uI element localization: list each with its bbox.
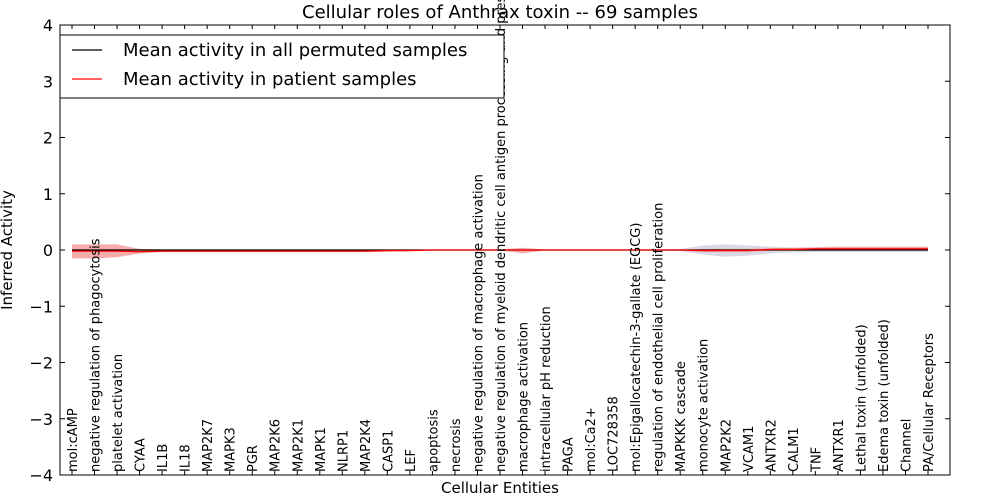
x-tick-label: CASP1 xyxy=(381,430,396,472)
x-tick-label: negative regulation of phagocytosis xyxy=(89,238,104,472)
x-tick-label: MAPK1 xyxy=(314,427,329,472)
x-tick-label: PA/Cellular Receptors xyxy=(922,333,937,472)
y-axis: −4 −3 −2 −1 0 1 2 3 4 xyxy=(29,16,950,485)
x-tick-label: PGR xyxy=(246,445,261,472)
series-lines xyxy=(72,248,928,253)
x-tick-label: LEF xyxy=(404,449,419,472)
x-tick-label: MAPKKK cascade xyxy=(674,361,689,472)
x-tick-label: MAPK3 xyxy=(224,427,239,472)
line-patient xyxy=(72,248,928,253)
x-tick-label: IL18 xyxy=(179,444,194,472)
x-tick-label: CYAA xyxy=(134,438,149,472)
x-tick-label: Channel xyxy=(899,419,914,472)
x-tick-label: mol:cAMP xyxy=(66,408,81,472)
x-tick-label: intracellular pH reduction xyxy=(539,306,554,472)
legend-frame xyxy=(59,34,505,99)
y-axis-label: Inferred Activity xyxy=(0,190,16,310)
x-tick-label: necrosis xyxy=(449,418,464,472)
y-tick-label: 4 xyxy=(43,16,53,35)
x-tick-label: macrophage activation xyxy=(517,322,532,472)
x-tick-label: Edema toxin (unfolded) xyxy=(877,319,892,472)
y-tick-label: 3 xyxy=(43,72,53,91)
y-tick-label: −1 xyxy=(29,297,53,316)
x-tick-label: monocyte activation xyxy=(697,339,712,472)
x-tick-label: LOC728358 xyxy=(607,396,622,472)
x-tick-label: MAP2K2 xyxy=(719,419,734,472)
y-tick-label: 0 xyxy=(43,241,53,260)
x-tick-label: IL1B xyxy=(156,444,171,472)
legend: Mean activity in all permuted samples Me… xyxy=(59,34,505,99)
y-tick-label: 2 xyxy=(43,129,53,148)
y-tick-label: −4 xyxy=(29,466,53,485)
x-tick-label: negative regulation of macrophage activa… xyxy=(471,174,486,472)
x-tick-label: platelet activation xyxy=(111,354,126,472)
x-tick-label: apoptosis xyxy=(426,409,441,472)
x-axis-label: Cellular Entities xyxy=(441,479,559,497)
chart-title: Cellular roles of Anthrax toxin -- 69 sa… xyxy=(302,2,698,23)
x-tick-label: mol:Epigallocatechin-3-gallate (EGCG) xyxy=(629,223,644,472)
y-tick-label: 1 xyxy=(43,185,53,204)
x-tick-label: Lethal toxin (unfolded) xyxy=(854,324,869,472)
x-tick-label: MAP2K7 xyxy=(201,419,216,472)
x-tick-label: PAGA xyxy=(562,437,577,472)
x-tick-label: MAP2K4 xyxy=(359,419,374,472)
x-tick-label: TNF xyxy=(809,447,824,473)
band-permuted xyxy=(72,244,928,257)
y-tick-label: −3 xyxy=(29,410,53,429)
x-tick-label: NLRP1 xyxy=(336,430,351,472)
legend-label-patient: Mean activity in patient samples xyxy=(123,69,417,90)
x-tick-label: ANTXR2 xyxy=(764,419,779,472)
legend-label-permuted: Mean activity in all permuted samples xyxy=(123,40,467,61)
x-tick-labels: mol:cAMP negative regulation of phagocyto… xyxy=(66,0,937,475)
x-tick-label: ANTXR1 xyxy=(832,419,847,472)
x-tick-label: regulation of endothelial cell prolifera… xyxy=(652,203,667,472)
x-tick-label: negative regulation of myeloid dendritic… xyxy=(494,0,509,472)
x-tick-label: CALM1 xyxy=(787,427,802,472)
x-tick-label: mol:Ca2+ xyxy=(584,407,599,472)
y-tick-label: −2 xyxy=(29,354,53,373)
x-tick-label: MAP2K1 xyxy=(291,419,306,472)
x-tick-label: VCAM1 xyxy=(742,426,757,472)
x-tick-label: MAP2K6 xyxy=(269,419,284,472)
